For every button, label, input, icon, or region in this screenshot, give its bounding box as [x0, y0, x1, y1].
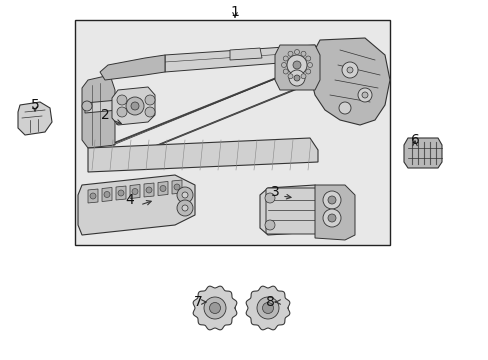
- Circle shape: [145, 107, 155, 117]
- Text: 2: 2: [101, 108, 109, 122]
- Bar: [75, 20, 389, 245]
- Circle shape: [177, 187, 193, 203]
- Circle shape: [174, 184, 180, 190]
- Polygon shape: [78, 175, 195, 235]
- Circle shape: [287, 74, 292, 79]
- Circle shape: [146, 187, 152, 193]
- Circle shape: [286, 55, 306, 75]
- Polygon shape: [314, 185, 354, 240]
- Polygon shape: [309, 38, 389, 125]
- Text: 3: 3: [270, 185, 279, 199]
- Circle shape: [104, 192, 110, 198]
- Circle shape: [257, 297, 279, 319]
- Polygon shape: [143, 183, 154, 197]
- Circle shape: [305, 69, 310, 74]
- Circle shape: [283, 56, 287, 61]
- Circle shape: [323, 209, 340, 227]
- Text: 8: 8: [265, 295, 274, 309]
- Circle shape: [301, 74, 305, 79]
- Circle shape: [203, 297, 225, 319]
- Circle shape: [90, 193, 96, 199]
- Circle shape: [126, 97, 143, 115]
- Circle shape: [264, 193, 274, 203]
- Polygon shape: [100, 55, 164, 80]
- Circle shape: [283, 69, 287, 74]
- Circle shape: [307, 63, 312, 68]
- Polygon shape: [102, 188, 112, 202]
- Circle shape: [292, 61, 301, 69]
- Polygon shape: [82, 75, 115, 148]
- Circle shape: [145, 95, 155, 105]
- Polygon shape: [88, 189, 98, 203]
- Circle shape: [131, 102, 139, 110]
- Circle shape: [293, 75, 299, 81]
- Polygon shape: [245, 286, 289, 330]
- Circle shape: [264, 220, 274, 230]
- Polygon shape: [403, 138, 441, 168]
- Circle shape: [327, 214, 335, 222]
- Circle shape: [294, 49, 299, 54]
- Circle shape: [338, 102, 350, 114]
- Circle shape: [160, 185, 165, 192]
- Circle shape: [361, 92, 367, 98]
- Circle shape: [357, 88, 371, 102]
- Polygon shape: [260, 185, 325, 235]
- Circle shape: [281, 63, 286, 68]
- Circle shape: [341, 62, 357, 78]
- Polygon shape: [85, 100, 118, 113]
- Circle shape: [305, 56, 310, 61]
- Polygon shape: [88, 138, 317, 172]
- Circle shape: [117, 107, 127, 117]
- Polygon shape: [116, 186, 126, 200]
- Circle shape: [177, 200, 193, 216]
- Circle shape: [301, 51, 305, 56]
- Polygon shape: [274, 45, 319, 90]
- Circle shape: [346, 67, 352, 73]
- Circle shape: [287, 51, 292, 56]
- Circle shape: [288, 70, 305, 86]
- Circle shape: [117, 95, 127, 105]
- Text: 6: 6: [410, 133, 419, 147]
- Circle shape: [182, 192, 187, 198]
- Polygon shape: [125, 88, 299, 158]
- Polygon shape: [158, 181, 168, 195]
- Polygon shape: [164, 45, 317, 72]
- Circle shape: [182, 205, 187, 211]
- Text: 7: 7: [193, 295, 202, 309]
- Polygon shape: [108, 75, 285, 145]
- Text: 5: 5: [31, 98, 40, 112]
- Circle shape: [132, 189, 138, 194]
- Polygon shape: [18, 102, 52, 135]
- Circle shape: [294, 76, 299, 81]
- Circle shape: [82, 101, 92, 111]
- Polygon shape: [229, 48, 262, 60]
- Circle shape: [209, 302, 220, 314]
- Circle shape: [327, 196, 335, 204]
- Polygon shape: [193, 286, 236, 330]
- Text: 1: 1: [230, 5, 239, 19]
- Circle shape: [262, 302, 273, 314]
- Circle shape: [323, 191, 340, 209]
- FancyBboxPatch shape: [265, 188, 319, 234]
- Circle shape: [118, 190, 124, 196]
- Polygon shape: [112, 87, 155, 125]
- Text: 4: 4: [125, 193, 134, 207]
- Polygon shape: [130, 184, 140, 198]
- Polygon shape: [172, 180, 182, 194]
